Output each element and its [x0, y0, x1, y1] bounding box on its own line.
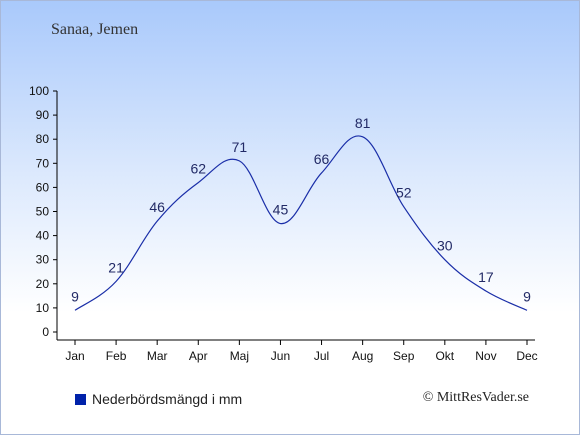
data-label: 30 [437, 238, 453, 254]
y-tick-label: 40 [36, 229, 50, 243]
data-label: 66 [314, 151, 330, 167]
x-tick-label: Okt [435, 349, 454, 363]
y-tick-label: 90 [36, 108, 50, 122]
x-tick-label: Feb [106, 349, 127, 363]
x-tick-label: Nov [475, 349, 496, 363]
x-tick-label: Sep [393, 349, 415, 363]
y-tick-label: 30 [36, 253, 50, 267]
y-tick-label: 80 [36, 132, 50, 146]
y-tick-label: 50 [36, 205, 50, 219]
y-tick-label: 0 [42, 325, 49, 339]
y-tick-label: 10 [36, 301, 50, 315]
x-tick-label: Dec [516, 349, 537, 363]
x-tick-label: Maj [230, 349, 249, 363]
x-tick-label: Apr [189, 349, 208, 363]
x-tick-label: Jun [271, 349, 290, 363]
data-label: 9 [71, 288, 79, 304]
series-line [74, 135, 528, 311]
legend-label: Nederbördsmängd i mm [92, 391, 243, 407]
data-label: 9 [523, 288, 531, 304]
data-label: 62 [190, 161, 206, 177]
series-group [74, 135, 528, 311]
data-label: 81 [355, 115, 371, 131]
data-label: 45 [273, 202, 289, 218]
data-labels: 9 21 46 62 71 45 66 81 52 30 17 9 [71, 115, 531, 305]
data-label: 71 [232, 139, 248, 155]
x-tick-label: Mar [147, 349, 168, 363]
legend: Nederbördsmängd i mm [75, 391, 242, 407]
chart-location-title: Sanaa, Jemen [51, 21, 139, 38]
source-credit: © MittResVader.se [422, 390, 529, 405]
x-axis: Jan Feb Mar Apr Maj Jun Jul Aug Sep Okt Nov Dec [57, 339, 538, 363]
y-tick-label: 60 [36, 180, 50, 194]
legend-swatch [75, 393, 86, 405]
data-label: 21 [108, 259, 124, 275]
x-tick-label: Jul [314, 349, 329, 363]
data-label: 17 [478, 269, 494, 285]
y-tick-label: 20 [36, 277, 50, 291]
data-label: 46 [149, 199, 165, 215]
y-tick-label: 70 [36, 156, 50, 170]
y-axis: 0 10 20 30 40 50 60 70 80 90 100 [29, 84, 58, 340]
data-label: 52 [396, 185, 412, 201]
x-tick-label: Aug [352, 349, 373, 363]
x-tick-label: Jan [65, 349, 84, 363]
y-tick-label: 100 [29, 84, 49, 98]
